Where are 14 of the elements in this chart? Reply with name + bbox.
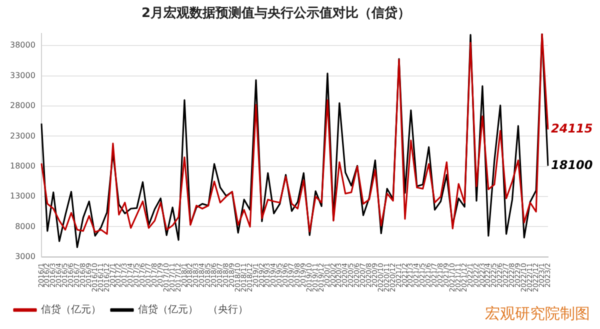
legend-label: 信贷（亿元） （央行） bbox=[138, 304, 248, 316]
y-tick-label: 33000 bbox=[10, 70, 36, 80]
text: 宏观研究院制图 bbox=[485, 305, 590, 322]
y-tick-label: 3000 bbox=[15, 252, 36, 261]
y-tick-label: 28000 bbox=[10, 101, 36, 110]
chart-title: 2月宏观数据预测值与央行公示值对比（信贷） bbox=[141, 5, 411, 22]
y-tick-label: 13000 bbox=[10, 192, 36, 201]
legend-label: 信贷（亿元） bbox=[41, 304, 101, 316]
y-tick-label: 23000 bbox=[10, 131, 36, 140]
y-tick-label: 18000 bbox=[10, 161, 36, 170]
y-tick-label: 8000 bbox=[15, 222, 36, 231]
annotation: 18100 bbox=[551, 158, 593, 172]
annotation: 24115 bbox=[551, 122, 593, 136]
y-tick-label: 38000 bbox=[10, 40, 36, 50]
